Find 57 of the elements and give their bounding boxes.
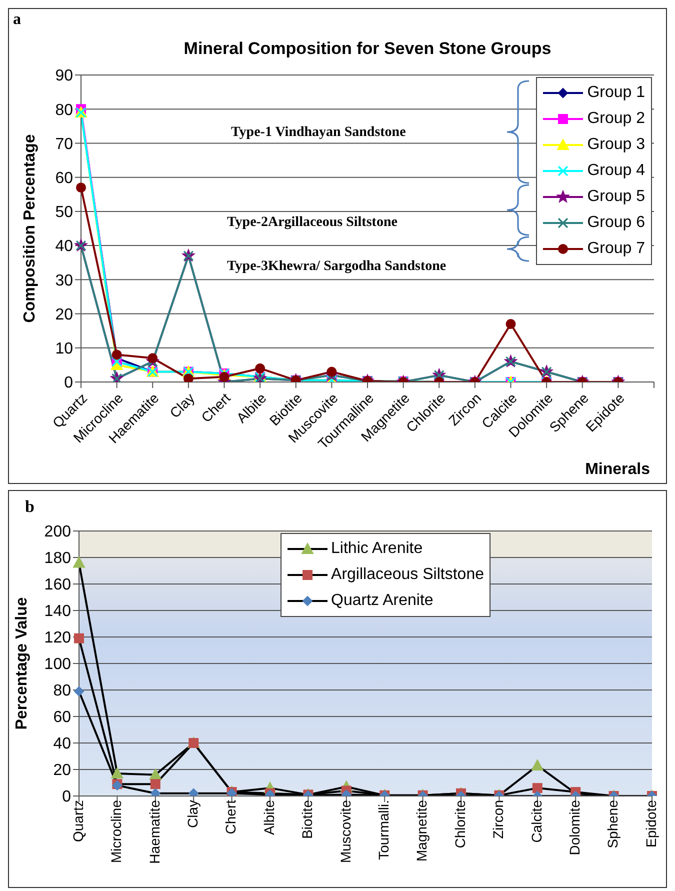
x-tick-label: Microcline <box>108 800 124 864</box>
legend-label: Group 7 <box>587 240 645 258</box>
legend-label: Argillaceous Siltstone <box>331 566 484 584</box>
x-tick-label: Clay <box>184 800 201 828</box>
x-tick-label: Dolomite <box>566 800 583 856</box>
y-tick-label: 60 <box>55 170 74 188</box>
y-tick-label: 100 <box>44 656 72 674</box>
y-tick-label: 30 <box>55 272 74 290</box>
legend-label: Group 4 <box>587 162 645 180</box>
chart-title: Mineral Composition for Seven Stone Groups <box>182 39 552 59</box>
y-tick-label: 80 <box>55 102 74 119</box>
y-tick-label: 180 <box>44 550 72 568</box>
y-tick-label: 160 <box>44 576 72 594</box>
x-tick-label: Albite <box>260 800 277 836</box>
y-tick-label: 60 <box>53 709 72 726</box>
annotation: Type-2Argillaceous Siltstone <box>227 215 398 231</box>
y-tick-label: 20 <box>53 762 72 780</box>
x-tick-label: Zircon <box>490 800 506 839</box>
x-tick-label: Chert <box>222 800 239 834</box>
legend-label: Group 6 <box>587 214 645 232</box>
y-axis-title: Percentage Value <box>14 597 31 730</box>
y-tick-label: 0 <box>64 374 74 392</box>
annotation: Type-1 Vindhayan Sandstone <box>231 125 406 141</box>
x-tick-label: Magnetite <box>414 800 430 862</box>
y-tick-label: 80 <box>53 682 72 700</box>
annotation: Type-3Khewra/ Sargodha Sandstone <box>227 259 446 275</box>
legend-label: Group 1 <box>587 84 645 102</box>
y-tick-label: 90 <box>55 68 74 85</box>
text: b <box>25 497 34 517</box>
y-tick-label: 40 <box>55 238 74 256</box>
legend-label: Group 2 <box>587 110 645 128</box>
x-tick-label: Quartz <box>70 800 86 842</box>
x-tick-label: Haematite <box>146 800 162 864</box>
y-tick-label: 40 <box>53 736 72 753</box>
x-axis-title: Minerals <box>585 461 650 478</box>
y-tick-label: 200 <box>44 524 72 541</box>
y-tick-label: 10 <box>55 340 74 358</box>
legend-label: Group 3 <box>587 136 645 154</box>
y-tick-label: 120 <box>44 630 72 647</box>
text: a <box>13 11 21 29</box>
y-tick-label: 70 <box>55 136 74 153</box>
x-tick-label: Clay <box>166 390 198 421</box>
y-tick-label: 20 <box>55 306 74 324</box>
legend-label: Quartz Arenite <box>331 592 434 610</box>
y-tick-label: 140 <box>44 603 72 620</box>
x-tick-label: Muscovite <box>337 800 354 864</box>
x-tick-label: Epidote <box>642 800 659 848</box>
legend-label: Group 5 <box>587 188 645 206</box>
x-tick-label: Chlorite <box>452 800 468 848</box>
x-tick-label: Calcite <box>528 800 544 843</box>
y-axis-title: Composition Percentage <box>22 134 39 323</box>
x-tick-label: Sphene <box>604 800 621 848</box>
legend-label: Lithic Arenite <box>331 540 423 558</box>
x-tick-label: Biotite <box>299 800 316 839</box>
x-tick-label: Tourmalli. <box>376 800 392 860</box>
y-tick-label: 0 <box>62 788 72 806</box>
y-tick-label: 50 <box>55 204 74 222</box>
